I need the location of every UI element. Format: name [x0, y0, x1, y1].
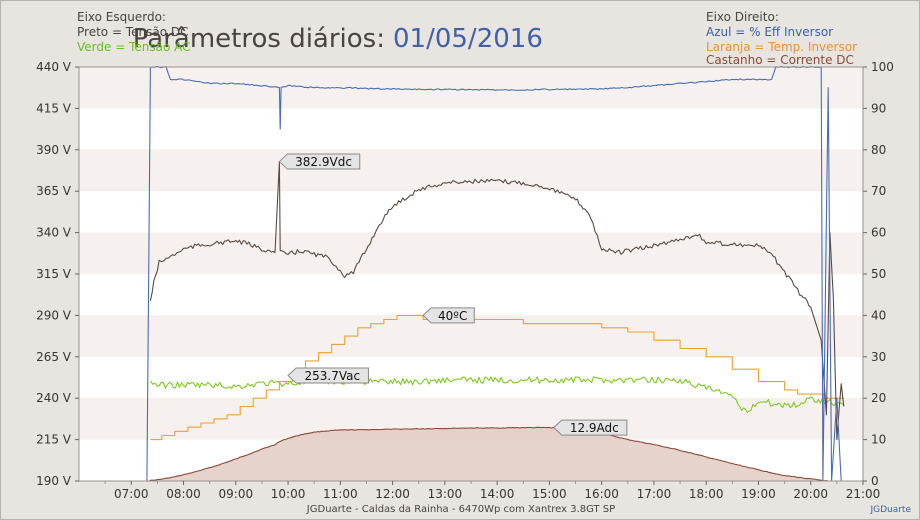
x-axis-label: 17:00: [637, 487, 672, 501]
left-axis-label: 440 V: [36, 60, 72, 74]
left-axis-label: 390 V: [36, 143, 72, 157]
plot-band: [79, 108, 863, 150]
x-axis-label: 13:00: [428, 487, 463, 501]
annotation-label: 40ºC: [438, 309, 467, 323]
legend-left-black: Preto = Tensão DC: [77, 25, 188, 39]
x-axis-label: 12:00: [375, 487, 410, 501]
legend-left-heading: Eixo Esquerdo:: [77, 10, 166, 24]
right-axis-label: 70: [871, 184, 886, 198]
right-axis-label: 30: [871, 350, 886, 364]
x-axis-label: 15:00: [532, 487, 567, 501]
series-line-eff-inversor: [146, 65, 842, 482]
series-line-tens-o-dc: [149, 161, 845, 441]
annotation: 253.7Vac: [287, 367, 369, 384]
right-axis-label: 100: [871, 60, 894, 74]
series-area-corrente-dc: [146, 427, 829, 482]
left-axis-label: 315 V: [36, 267, 72, 281]
x-axis-label: 08:00: [166, 487, 201, 501]
right-axis-label: 40: [871, 308, 886, 322]
left-axis-label: 265 V: [36, 350, 72, 364]
x-axis-label: 11:00: [323, 487, 358, 501]
x-axis-label: 10:00: [271, 487, 306, 501]
annotations: 382.9Vdc 40ºC 253.7Vac 12.9Adc: [278, 153, 628, 436]
plot-band: [79, 191, 863, 233]
right-axis-label: 0: [871, 474, 879, 488]
footer-signature: JGDuarte: [869, 505, 911, 515]
annotation: 382.9Vdc: [278, 153, 361, 170]
series-line-temp-inversor: [150, 314, 844, 441]
right-axis-label: 10: [871, 433, 886, 447]
right-axis-label: 90: [871, 101, 886, 115]
x-axis-label: 09:00: [219, 487, 254, 501]
x-axis-label: 14:00: [480, 487, 515, 501]
right-axis-label: 50: [871, 267, 886, 281]
x-axis-label: 16:00: [584, 487, 619, 501]
right-axis-label: 20: [871, 391, 886, 405]
left-axis-label: 190 V: [36, 474, 72, 488]
x-axis-label: 21:00: [846, 487, 881, 501]
annotation-label: 382.9Vdc: [295, 155, 352, 169]
left-axis-label: 340 V: [36, 226, 72, 240]
left-axis-label: 240 V: [36, 391, 72, 405]
annotation-callout: [553, 419, 628, 436]
annotation-label: 253.7Vac: [304, 369, 360, 383]
legend-right-orange: Laranja = Temp. Inversor: [706, 40, 857, 54]
left-axis-label: 215 V: [36, 433, 72, 447]
series-line-tens-o-ac: [149, 376, 845, 413]
legend-right-blue: Azul = % Eff Inversor: [706, 25, 833, 39]
legend-right-heading: Eixo Direito:: [706, 10, 779, 24]
series-lines: [146, 65, 845, 482]
series-area: [146, 427, 829, 482]
axes: 440 V 415 V 390 V 365 V 340 V 315 V 290 V 265 V…: [36, 60, 894, 501]
x-axis-label: 19:00: [741, 487, 776, 501]
right-axis-label: 80: [871, 143, 886, 157]
left-axis-label: 290 V: [36, 308, 72, 322]
annotation: 40ºC: [422, 307, 475, 324]
x-axis-label: 20:00: [793, 487, 828, 501]
series-line-corrente-dc: [146, 426, 829, 482]
chart-title-date: 01/05/2016: [393, 24, 543, 54]
x-axis-label: 18:00: [689, 487, 724, 501]
legend-left-green: Verde = Tensão AC: [77, 40, 190, 54]
plot-band: [79, 232, 863, 274]
chart-title: Parâmetros diários:: [133, 24, 385, 54]
annotation-callout: [278, 153, 361, 170]
annotation: 12.9Adc: [553, 419, 628, 436]
left-axis-label: 415 V: [36, 101, 72, 115]
annotation-callout: [422, 307, 475, 324]
footer-credit: JGDuarte - Caldas da Rainha - 6470Wp com…: [306, 504, 615, 515]
left-axis-label: 365 V: [36, 184, 72, 198]
right-axis-label: 60: [871, 226, 886, 240]
plot-band: [79, 67, 863, 109]
plot-band: [79, 149, 863, 192]
annotation-callout: [287, 367, 369, 384]
plot-bands: [79, 67, 863, 481]
legend-right-brown: Castanho = Corrente DC: [706, 53, 854, 67]
x-axis-label: 07:00: [114, 487, 149, 501]
annotation-label: 12.9Adc: [570, 421, 619, 435]
